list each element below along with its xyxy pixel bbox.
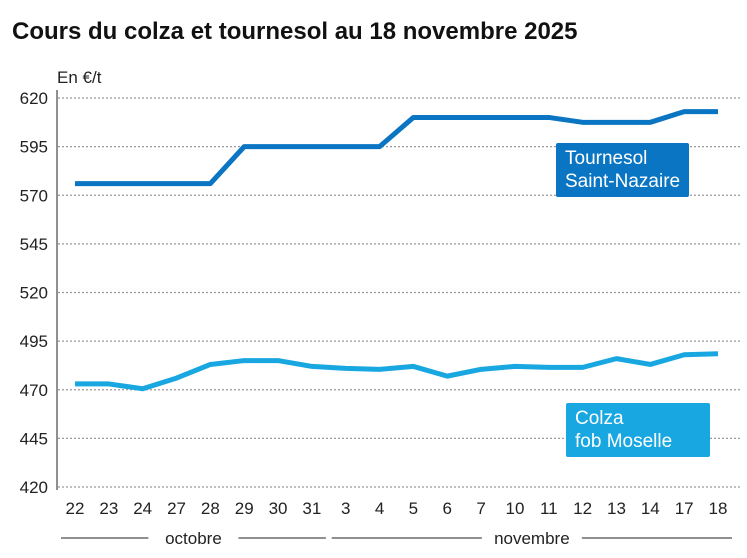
x-tick-label: 31 — [302, 499, 321, 518]
x-tick-label: 14 — [641, 499, 660, 518]
x-tick-label: 6 — [443, 499, 452, 518]
chart-title: Cours du colza et tournesol au 18 novemb… — [12, 18, 578, 45]
y-tick-label: 445 — [20, 429, 48, 448]
x-tick-label: 29 — [235, 499, 254, 518]
x-tick-label: 22 — [66, 499, 85, 518]
legend-tournesol: Tournesol Saint-Nazaire — [556, 143, 690, 197]
y-tick-label: 545 — [20, 235, 48, 254]
x-tick-label: 17 — [675, 499, 694, 518]
x-tick-label: 11 — [540, 499, 558, 518]
x-tick-label: 7 — [476, 499, 485, 518]
x-tick-label: 30 — [269, 499, 288, 518]
x-tick-label: 23 — [99, 499, 118, 518]
y-tick-label: 570 — [20, 186, 48, 205]
legend-colza: Colza fob Moselle — [566, 403, 710, 457]
y-tick-label: 620 — [20, 89, 48, 108]
y-tick-label: 495 — [20, 332, 48, 351]
x-tick-label: 12 — [573, 499, 592, 518]
series-line-0 — [75, 109, 718, 187]
month-label: octobre — [165, 529, 222, 548]
y-tick-label: 595 — [20, 138, 48, 157]
x-tick-label: 18 — [709, 499, 728, 518]
x-tick-label: 3 — [341, 499, 350, 518]
x-tick-label: 24 — [133, 499, 152, 518]
y-tick-label: 470 — [20, 381, 48, 400]
month-label: novembre — [494, 529, 570, 548]
series-line-1 — [75, 351, 719, 392]
y-tick-label: 420 — [20, 478, 48, 497]
x-tick-label: 13 — [607, 499, 626, 518]
x-tick-label: 27 — [167, 499, 186, 518]
y-axis-label: En €/t — [57, 68, 102, 87]
x-tick-label: 10 — [505, 499, 524, 518]
x-tick-label: 28 — [201, 499, 220, 518]
y-tick-label: 520 — [20, 284, 48, 303]
x-tick-label: 4 — [375, 499, 384, 518]
x-tick-label: 5 — [409, 499, 418, 518]
